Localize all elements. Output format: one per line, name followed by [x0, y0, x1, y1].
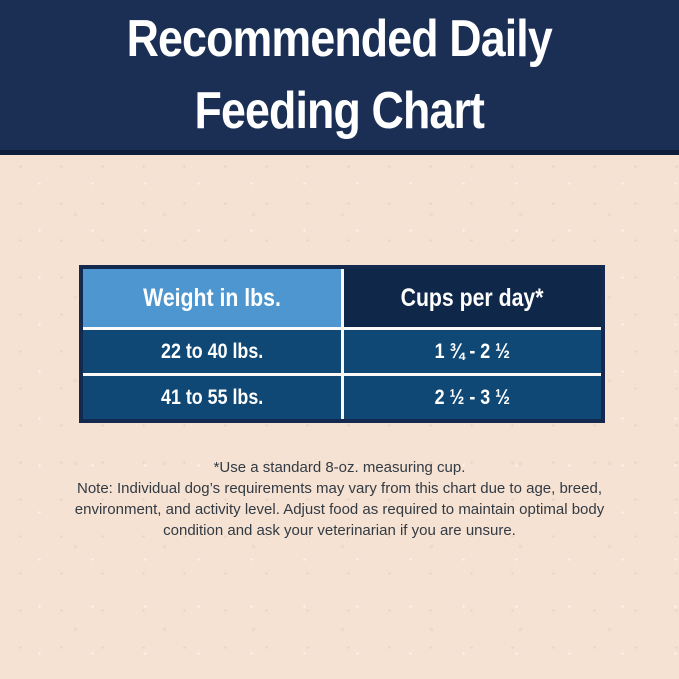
feeding-table: Weight in lbs. Cups per day* 22 to 40 lb…	[79, 265, 605, 423]
column-header-cups: Cups per day*	[343, 269, 601, 327]
page-title-line-1: Recommended Daily	[126, 10, 553, 68]
table-row-1-cups-cell: 1 ¾ - 2 ½	[343, 330, 601, 373]
note-line-2: environment, and activity level. Adjust …	[74, 501, 605, 518]
note-line-1: Note: Individual dog’s requirements may …	[77, 480, 602, 497]
measuring-cup-footnote: *Use a standard 8-oz. measuring cup.	[213, 459, 466, 476]
table-row-1-weight-cell: 22 to 40 lbs.	[83, 330, 341, 373]
column-header-cups-label: Cups per day*	[400, 283, 544, 312]
table-row-2-weight-cell: 41 to 55 lbs.	[83, 376, 341, 419]
footnotes-block: *Use a standard 8-oz. measuring cup. Not…	[0, 457, 679, 541]
title-banner: Recommended Daily Feeding Chart	[0, 0, 679, 155]
column-header-weight-label: Weight in lbs.	[142, 283, 281, 312]
page-title-line-2: Feeding Chart	[194, 82, 485, 140]
cups-range-value: 1 ¾ - 2 ½	[434, 339, 510, 363]
note-line-3: condition and ask your veterinarian if y…	[163, 522, 516, 539]
table-row-2-cups-cell: 2 ½ - 3 ½	[343, 376, 601, 419]
weight-range-value: 22 to 40 lbs.	[160, 339, 263, 363]
cups-range-value: 2 ½ - 3 ½	[434, 385, 510, 409]
weight-range-value: 41 to 55 lbs.	[160, 385, 263, 409]
column-header-weight: Weight in lbs.	[83, 269, 341, 327]
